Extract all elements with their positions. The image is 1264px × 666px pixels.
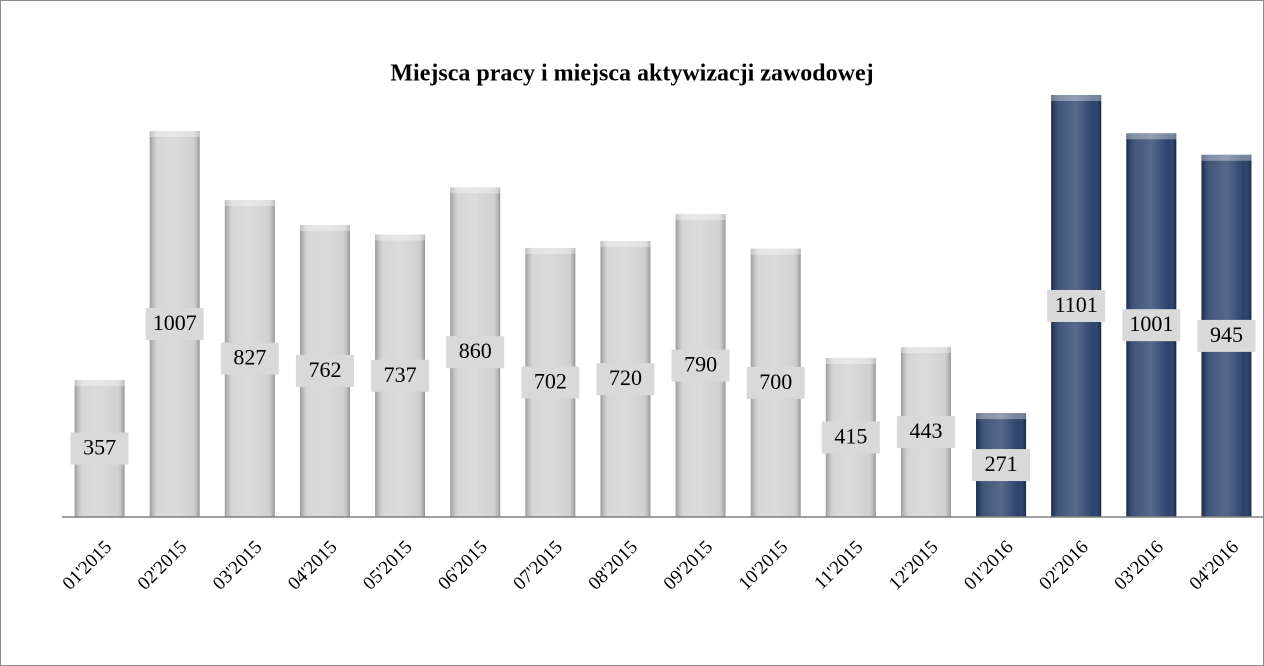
bar-group: 1001	[1122, 133, 1181, 517]
label-box	[70, 432, 129, 465]
bar-cap	[1201, 154, 1252, 161]
label-box	[896, 416, 955, 449]
label-box	[1122, 309, 1181, 342]
data-label: 827	[233, 345, 266, 370]
bar-cap	[1051, 95, 1102, 101]
data-label: 1007	[153, 310, 197, 335]
bar-cap	[976, 413, 1027, 420]
label-box	[746, 366, 805, 399]
bar-cap	[525, 247, 576, 254]
bar-group: 720	[596, 241, 655, 517]
bar-cap	[224, 200, 275, 207]
bar-group: 790	[671, 214, 730, 517]
bar-group: 762	[295, 224, 354, 517]
bar-cap	[450, 187, 501, 194]
label-box	[371, 359, 430, 392]
bar-cap	[149, 131, 200, 138]
data-label: 945	[1210, 322, 1243, 347]
bar-group: 271	[972, 413, 1031, 517]
label-box	[446, 336, 505, 369]
data-label: 790	[684, 352, 717, 377]
label-box	[220, 342, 279, 375]
label-box	[1047, 290, 1106, 322]
bar-cap	[600, 241, 651, 248]
bar-cap	[299, 224, 350, 231]
label-box	[671, 349, 730, 382]
data-label: 415	[834, 424, 867, 449]
bar-group: 357	[70, 380, 129, 517]
data-label: 860	[459, 338, 492, 363]
data-label: 762	[308, 357, 341, 382]
data-label: 357	[83, 435, 116, 460]
bar-group: 945	[1197, 154, 1256, 518]
bar-cap	[825, 357, 876, 364]
bar-group: 702	[521, 247, 580, 517]
bar-cap	[750, 248, 801, 255]
bar-cap	[74, 380, 125, 387]
label-box	[1197, 319, 1256, 352]
label-box	[596, 363, 655, 396]
bar-group: 1007	[145, 131, 204, 518]
bar-cap	[900, 347, 951, 354]
data-label: 1001	[1129, 311, 1173, 336]
bar-group: 1101	[1047, 95, 1106, 517]
bar-cap	[375, 234, 426, 241]
bar-group: 860	[446, 187, 505, 518]
data-label: 700	[759, 369, 792, 394]
data-label: 271	[985, 451, 1018, 476]
chart-title: Miejsca pracy i miejsca aktywizacji zawo…	[390, 61, 873, 87]
data-label: 737	[384, 362, 417, 387]
label-box	[972, 449, 1031, 482]
data-label: 702	[534, 369, 567, 394]
bar-group: 737	[371, 234, 430, 518]
label-box	[821, 421, 880, 454]
label-box	[295, 354, 354, 387]
label-box	[145, 308, 204, 341]
bar-group: 443	[896, 347, 955, 517]
bar-group: 415	[821, 357, 880, 517]
label-box	[521, 366, 580, 399]
data-label: 1101	[1055, 292, 1098, 317]
bar-cap	[675, 214, 726, 221]
data-label: 720	[609, 365, 642, 390]
bar-cap	[1126, 133, 1177, 140]
data-label: 443	[909, 418, 942, 443]
bar-group: 700	[746, 248, 805, 517]
bar-group: 827	[220, 200, 279, 518]
